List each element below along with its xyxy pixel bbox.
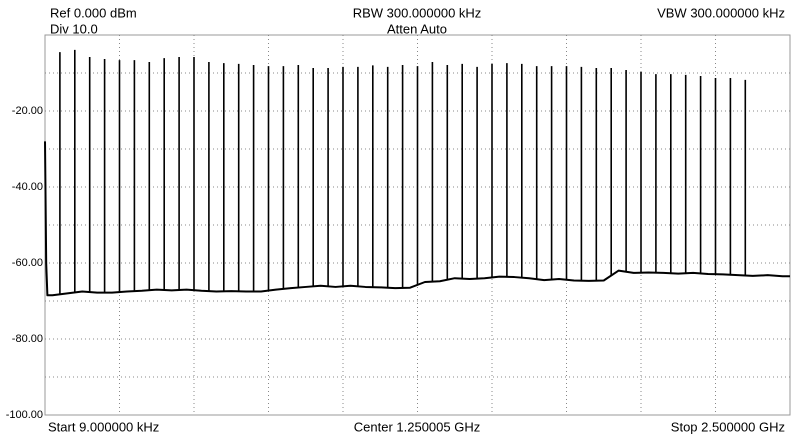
- center-freq: Center 1.250005 GHz: [354, 419, 480, 434]
- rbw: RBW 300.000000 kHz: [353, 5, 482, 20]
- y-tick-label: -100.00: [6, 409, 43, 421]
- stop-freq: Stop 2.500000 GHz: [671, 419, 785, 434]
- div-scale: Div 10.0: [50, 21, 98, 36]
- ref-level: Ref 0.000 dBm: [50, 5, 137, 20]
- y-tick-label: -20.00: [12, 105, 43, 117]
- y-tick-label: -80.00: [12, 333, 43, 345]
- vbw: VBW 300.000000 kHz: [657, 5, 785, 20]
- start-freq: Start 9.000000 kHz: [48, 419, 159, 434]
- y-tick-label: -60.00: [12, 257, 43, 269]
- y-tick-label: -40.00: [12, 181, 43, 193]
- attenuation: Atten Auto: [387, 21, 447, 36]
